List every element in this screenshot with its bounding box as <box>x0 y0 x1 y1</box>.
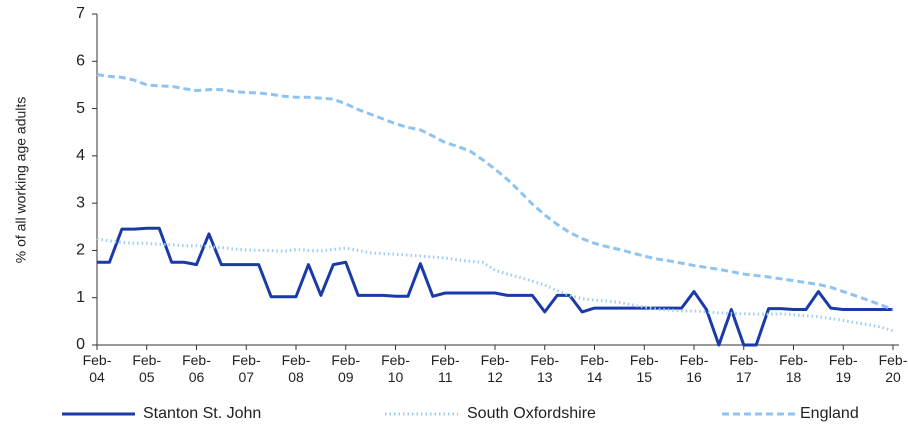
x-tick-label-part: 08 <box>288 369 304 385</box>
y-tick-label: 7 <box>76 5 85 22</box>
x-tick-label: Feb-10 <box>381 352 410 385</box>
legend-label: Stanton St. John <box>143 405 261 422</box>
x-tick-label-part: 09 <box>338 369 354 385</box>
x-tick-label-part: Feb- <box>83 352 112 368</box>
x-tick-label-part: 19 <box>835 369 851 385</box>
x-tick-label-part: Feb- <box>829 352 858 368</box>
x-tick-label: Feb-15 <box>630 352 659 385</box>
x-tick-label-part: Feb- <box>879 352 908 368</box>
y-tick-label: 4 <box>76 147 85 164</box>
x-tick-label: Feb-14 <box>580 352 609 385</box>
x-tick-label-part: Feb- <box>431 352 460 368</box>
x-tick-label-part: 07 <box>238 369 254 385</box>
y-axis-label: % of all working age adults <box>13 97 29 264</box>
y-tick-label: 5 <box>76 100 85 117</box>
x-tick-label: Feb-16 <box>680 352 709 385</box>
x-tick-label-part: 06 <box>189 369 205 385</box>
x-tick-label-part: Feb- <box>630 352 659 368</box>
x-tick-label-part: Feb- <box>132 352 161 368</box>
x-tick-label-part: 14 <box>587 369 603 385</box>
x-tick-label: Feb-20 <box>879 352 908 385</box>
x-tick-label-part: 04 <box>89 369 105 385</box>
x-tick-label-part: Feb- <box>530 352 559 368</box>
x-tick-label-part: Feb- <box>282 352 311 368</box>
x-tick-label-part: Feb- <box>481 352 510 368</box>
x-tick-label: Feb-12 <box>481 352 510 385</box>
x-tick-label-part: Feb- <box>182 352 211 368</box>
y-tick-label: 2 <box>76 242 85 259</box>
x-tick-label-part: 11 <box>438 369 453 385</box>
y-tick-label: 1 <box>76 289 85 306</box>
x-tick-label-part: Feb- <box>381 352 410 368</box>
y-tick-label: 3 <box>76 194 85 211</box>
series-line <box>97 226 893 347</box>
x-tick-label-part: Feb- <box>331 352 360 368</box>
x-tick-label-part: 15 <box>636 369 652 385</box>
x-tick-label: Feb-19 <box>829 352 858 385</box>
x-tick-label: Feb-13 <box>530 352 559 385</box>
x-tick-label: Feb-17 <box>729 352 758 385</box>
x-tick-label-part: 10 <box>388 369 404 385</box>
x-tick-label-part: Feb- <box>680 352 709 368</box>
x-tick-label: Feb-06 <box>182 352 211 385</box>
x-tick-label: Feb-08 <box>282 352 311 385</box>
x-tick-label: Feb-07 <box>232 352 261 385</box>
x-tick-label-part: Feb- <box>729 352 758 368</box>
x-tick-label-part: 12 <box>487 369 503 385</box>
x-tick-label: Feb-18 <box>779 352 808 385</box>
x-tick-label-part: 17 <box>736 369 752 385</box>
x-tick-label-part: 05 <box>139 369 155 385</box>
legend-label: England <box>800 405 859 422</box>
x-tick-label: Feb-11 <box>431 352 460 385</box>
x-tick-label-part: Feb- <box>232 352 261 368</box>
x-tick-label-part: 18 <box>786 369 802 385</box>
series-line <box>96 73 894 311</box>
x-tick-label-part: Feb- <box>580 352 609 368</box>
x-tick-label-part: Feb- <box>779 352 808 368</box>
x-tick-label-part: 13 <box>537 369 553 385</box>
x-tick-label: Feb-05 <box>132 352 161 385</box>
y-tick-label: 6 <box>76 53 85 70</box>
x-tick-label-part: 20 <box>885 369 901 385</box>
x-tick-label: Feb-09 <box>331 352 360 385</box>
y-tick-label: 0 <box>76 336 85 353</box>
x-tick-label-part: 16 <box>686 369 702 385</box>
legend-label: South Oxfordshire <box>467 405 596 422</box>
x-tick-label: Feb-04 <box>83 352 112 385</box>
